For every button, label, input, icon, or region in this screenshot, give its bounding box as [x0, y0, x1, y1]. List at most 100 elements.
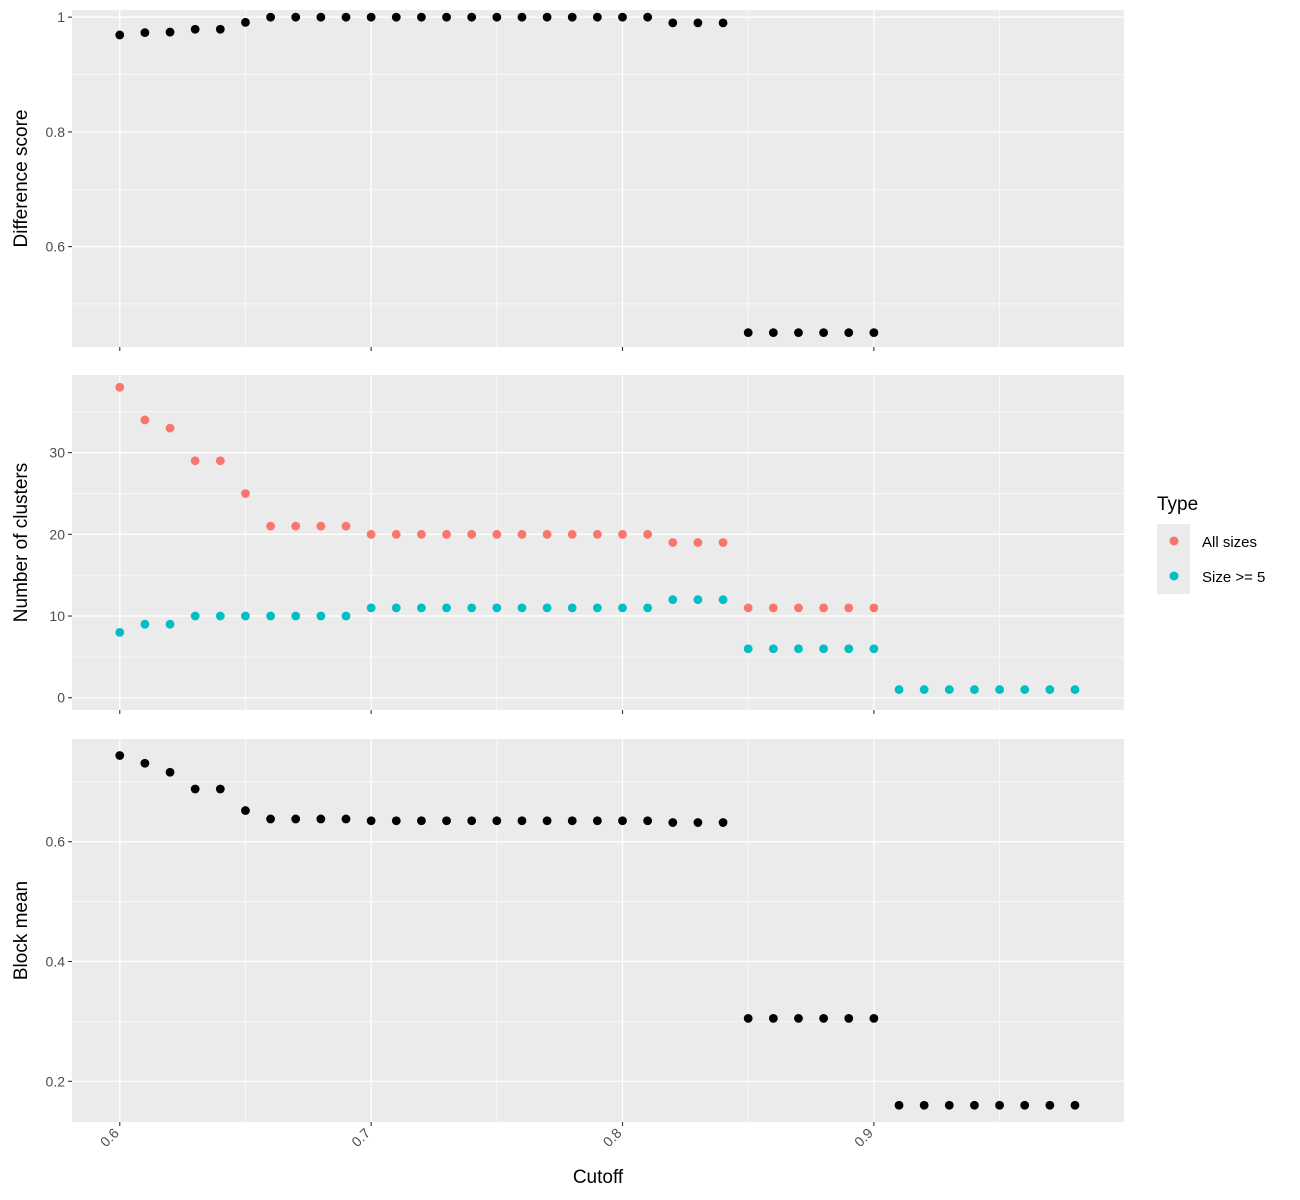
- data-point: [693, 818, 703, 827]
- data-point: [165, 619, 175, 629]
- panel-background: [72, 10, 1124, 347]
- data-point: [618, 529, 627, 539]
- data-point: [592, 816, 602, 826]
- data-point: [567, 529, 577, 539]
- data-point: [316, 611, 326, 621]
- y-tick-label: 0: [57, 690, 65, 706]
- data-point: [768, 644, 778, 654]
- data-point: [819, 603, 829, 613]
- data-point: [995, 1100, 1004, 1110]
- data-point: [768, 328, 778, 338]
- data-point: [542, 816, 552, 826]
- data-point: [492, 12, 502, 22]
- data-point: [442, 529, 451, 539]
- series-1: [115, 382, 879, 613]
- data-point: [115, 30, 125, 40]
- y-tick-label: 1: [57, 9, 65, 25]
- data-point: [391, 816, 401, 826]
- data-point: [442, 816, 451, 826]
- data-point: [165, 27, 175, 37]
- x-tick-label: 0.8: [600, 1125, 625, 1150]
- data-point: [266, 814, 275, 824]
- data-point: [819, 328, 829, 338]
- data-point: [517, 529, 527, 539]
- data-point: [140, 28, 150, 38]
- panel-background: [72, 375, 1124, 710]
- series-1: [115, 751, 1080, 1110]
- legend-label-size-ge-5: Size >= 5: [1202, 569, 1265, 586]
- data-point: [241, 17, 250, 27]
- data-point: [366, 816, 376, 826]
- data-point: [241, 611, 250, 621]
- data-point: [894, 685, 904, 694]
- data-point: [316, 12, 326, 22]
- legend-key-background: [1157, 524, 1190, 594]
- y-tick-label: 0.4: [46, 953, 66, 969]
- data-point: [1070, 1100, 1080, 1110]
- data-point: [618, 12, 627, 22]
- y-axis-title: Block mean: [11, 881, 32, 980]
- data-point: [768, 603, 778, 613]
- data-point: [1045, 685, 1055, 694]
- data-point: [190, 24, 200, 34]
- data-point: [467, 12, 477, 22]
- data-point: [718, 538, 728, 547]
- chart-panels: 0.6 0.8 1 Difference score 0 10 20 30 Number of …: [11, 9, 1124, 1126]
- series-1: [115, 12, 879, 338]
- x-axis: 0.6 0.7 0.8 0.9: [97, 1125, 876, 1150]
- series-2: [115, 595, 1080, 694]
- data-point: [995, 685, 1004, 694]
- data-point: [366, 529, 376, 539]
- y-tick-label: 0.6: [46, 834, 66, 850]
- data-point: [1070, 685, 1080, 694]
- data-point: [693, 595, 703, 605]
- y-tick-label: 30: [49, 445, 65, 461]
- data-point: [718, 818, 728, 827]
- data-point: [517, 603, 527, 613]
- data-point: [266, 611, 275, 621]
- data-point: [618, 816, 627, 826]
- data-point: [115, 627, 125, 637]
- data-point: [115, 751, 125, 760]
- data-point: [592, 12, 602, 22]
- data-point: [241, 806, 250, 815]
- data-point: [215, 456, 225, 466]
- y-axis-title: Number of clusters: [11, 463, 32, 622]
- panel-2: 0 10 20 30 Number of clusters: [11, 375, 1124, 714]
- data-point: [341, 521, 351, 531]
- data-point: [844, 644, 854, 654]
- data-point: [919, 1100, 929, 1110]
- data-point: [140, 619, 150, 629]
- data-point: [693, 18, 703, 28]
- data-point: [291, 611, 301, 621]
- data-point: [844, 328, 854, 338]
- data-point: [492, 529, 502, 539]
- data-point: [190, 784, 200, 794]
- data-point: [869, 328, 879, 338]
- data-point: [391, 603, 401, 613]
- data-point: [341, 12, 351, 22]
- data-point: [341, 611, 351, 621]
- data-point: [542, 603, 552, 613]
- data-point: [391, 12, 401, 22]
- data-point: [291, 12, 301, 22]
- data-point: [944, 1100, 954, 1110]
- data-point: [567, 603, 577, 613]
- data-point: [970, 685, 979, 694]
- data-point: [743, 328, 753, 338]
- data-point: [442, 12, 451, 22]
- data-point: [768, 1013, 778, 1023]
- legend-key-all-sizes: [1169, 536, 1179, 546]
- data-point: [266, 521, 275, 531]
- data-point: [467, 529, 477, 539]
- data-point: [1045, 1100, 1055, 1110]
- y-tick-label: 20: [49, 526, 65, 542]
- data-point: [743, 1013, 753, 1023]
- data-point: [668, 538, 678, 547]
- legend-key-size-ge-5: [1169, 571, 1179, 581]
- data-point: [190, 456, 200, 466]
- data-point: [944, 685, 954, 694]
- data-point: [366, 12, 376, 22]
- legend-title: Type: [1157, 494, 1198, 515]
